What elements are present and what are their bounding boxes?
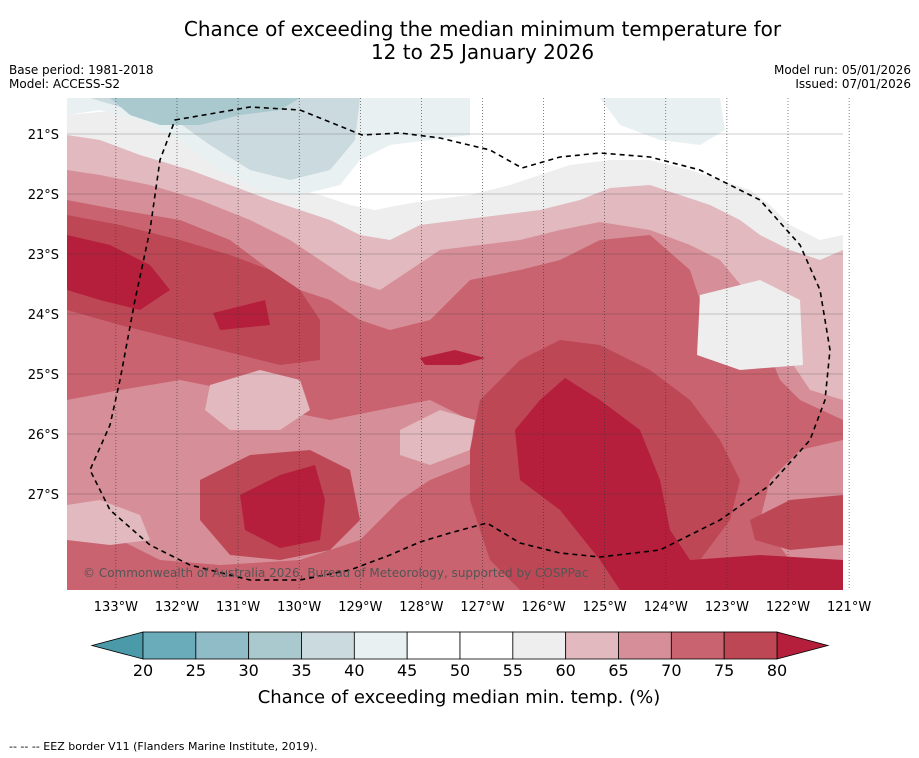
- band-40-45-ne: [600, 98, 725, 145]
- eez-footnote: -- -- -- EEZ border V11 (Flanders Marine…: [9, 740, 318, 753]
- model-run: Model run: 05/01/2026: [773, 63, 911, 77]
- colorbar-extend-low: [90, 631, 144, 660]
- lat-label-25: 25°S: [28, 368, 59, 383]
- lat-label-27: 27°S: [28, 488, 59, 503]
- lon-label-132: 132°W: [155, 600, 199, 615]
- lon-label-131: 131°W: [216, 600, 260, 615]
- colorbar-segment-c35_40: [301, 631, 355, 660]
- colorbar-extend-high: [776, 631, 830, 660]
- colorbar-tick-50: 50: [450, 661, 470, 680]
- colorbar-segment-c65_70: [618, 631, 672, 660]
- colorbar-segment-c50_55: [459, 631, 514, 660]
- graticule: [67, 98, 850, 590]
- band-above-80-small: [213, 300, 270, 330]
- eez-border-line: [89, 106, 831, 581]
- colorbar-segment-c55_60: [512, 631, 567, 660]
- colorbar-tick-25: 25: [186, 661, 206, 680]
- lon-label-124: 124°W: [644, 600, 688, 615]
- lat-label-24: 24°S: [28, 308, 59, 323]
- colorbar-segment-c25_30: [195, 631, 250, 660]
- band-60-65-sw: [67, 500, 150, 545]
- lon-label-127: 127°W: [460, 600, 504, 615]
- colorbar-segment-c30_35: [248, 631, 302, 660]
- lat-label-26: 26°S: [28, 428, 59, 443]
- issued-date: Issued: 07/01/2026: [795, 77, 911, 91]
- band-above-80-streak: [420, 350, 485, 365]
- band-above-80-se: [690, 555, 843, 590]
- lon-label-129: 129°W: [338, 600, 382, 615]
- colorbar-segment-c60_65: [565, 631, 619, 660]
- colorbar-segment-c75_80: [723, 631, 778, 660]
- latitude-labels: 21°S 22°S 23°S 24°S 25°S 26°S 27°S: [28, 128, 59, 503]
- lon-label-123: 123°W: [705, 600, 749, 615]
- title-line-2: 12 to 25 January 2026: [370, 40, 595, 64]
- band-75-80-se: [750, 495, 843, 550]
- lon-label-128: 128°W: [399, 600, 443, 615]
- band-above-80-sw: [240, 465, 325, 548]
- band-35-40: [90, 98, 360, 180]
- colorbar-tick-75: 75: [714, 661, 734, 680]
- colorbar-tick-35: 35: [291, 661, 311, 680]
- lat-label-22: 22°S: [28, 188, 59, 203]
- title-line-1: Chance of exceeding the median minimum t…: [183, 17, 782, 41]
- lon-label-126: 126°W: [522, 600, 566, 615]
- base-period: Base period: 1981-2018: [9, 63, 154, 77]
- lon-label-121: 121°W: [827, 600, 871, 615]
- lon-label-125: 125°W: [583, 600, 627, 615]
- model-name: Model: ACCESS-S2: [9, 77, 121, 91]
- longitude-labels: 133°W 132°W 131°W 130°W 129°W 128°W 127°W 126°W…: [94, 600, 872, 615]
- lon-label-133: 133°W: [94, 600, 138, 615]
- map-title: Chance of exceeding the median minimum t…: [0, 18, 919, 64]
- colorbar-tick-55: 55: [503, 661, 523, 680]
- colorbar-segment-c45_50: [406, 631, 461, 660]
- copyright-text: © Commonwealth of Australia 2026, Bureau…: [83, 566, 588, 580]
- colorbar-tick-65: 65: [608, 661, 628, 680]
- colorbar-tick-80: 80: [767, 661, 787, 680]
- colorbar-segment-c40_45: [353, 631, 408, 660]
- meta-left: Base period: 1981-2018 Model: ACCESS-S2: [9, 63, 154, 91]
- lon-label-122: 122°W: [766, 600, 810, 615]
- colorbar-tick-20: 20: [133, 661, 153, 680]
- lat-label-23: 23°S: [28, 248, 59, 263]
- colorbar-tick-70: 70: [661, 661, 681, 680]
- meta-right: Model run: 05/01/2026 Issued: 07/01/2026: [774, 63, 911, 91]
- band-above-80-center: [515, 378, 700, 590]
- colorbar-tick-45: 45: [397, 661, 417, 680]
- band-60-65-patch: [205, 370, 310, 430]
- band-55-60-east: [697, 280, 803, 370]
- colorbar-tick-30: 30: [238, 661, 258, 680]
- colorbar-label: Chance of exceeding median min. temp. (%…: [258, 687, 661, 708]
- lon-label-130: 130°W: [277, 600, 321, 615]
- colorbar-tick-40: 40: [344, 661, 364, 680]
- band-above-80-west: [67, 235, 170, 310]
- colorbar-tick-60: 60: [555, 661, 575, 680]
- band-30-35: [110, 98, 300, 125]
- colorbar: 20 25 30 35 40 45 50 55 60 65 70 75 80: [90, 631, 830, 680]
- colorbar-segment-c20_25: [142, 631, 197, 660]
- colorbar-segment-c70_75: [670, 631, 725, 660]
- band-60-65-patch2: [400, 410, 475, 465]
- lat-label-21: 21°S: [28, 128, 59, 143]
- probability-field: [67, 98, 843, 590]
- map-figure: © Commonwealth of Australia 2026, Bureau…: [28, 98, 872, 708]
